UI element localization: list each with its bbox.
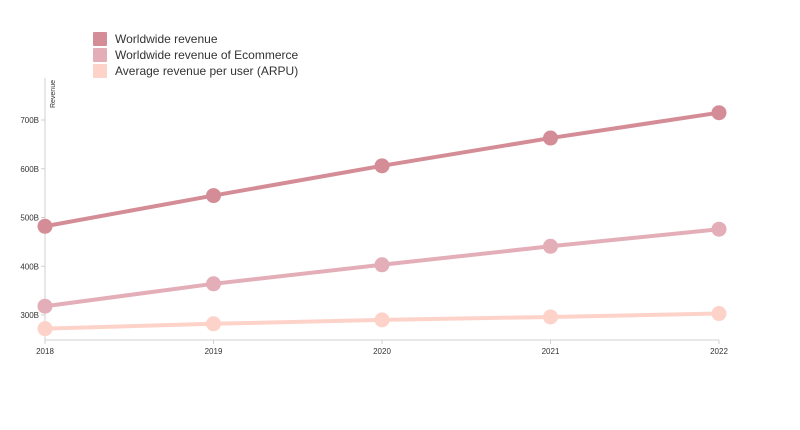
series-point-2	[711, 306, 727, 322]
series-point-1	[374, 257, 390, 273]
legend-item-worldwide-revenue: Worldwide revenue	[93, 31, 298, 47]
x-tick-label: 2018	[36, 347, 54, 356]
legend-label: Worldwide revenue of Ecommerce	[115, 48, 299, 62]
series-point-0	[711, 105, 727, 121]
y-tick-label: 500B	[20, 214, 39, 223]
series-point-0	[206, 188, 221, 204]
x-tick-label: 2021	[542, 347, 560, 356]
y-tick-label: 300B	[20, 311, 39, 320]
legend: Worldwide revenue Worldwide revenue of E…	[93, 31, 298, 79]
series-point-1	[543, 238, 558, 254]
x-tick-label: 2022	[710, 347, 728, 356]
legend-item-ecommerce-revenue: Worldwide revenue of Ecommerce	[93, 47, 298, 63]
series-point-1	[711, 221, 727, 237]
legend-label: Worldwide revenue	[115, 32, 218, 46]
legend-label: Average revenue per user (ARPU)	[115, 64, 299, 78]
series-point-2	[37, 321, 53, 337]
y-tick-label: 400B	[20, 262, 39, 271]
x-tick-label: 2020	[373, 347, 391, 356]
series-point-2	[206, 316, 221, 332]
series-point-0	[374, 158, 390, 174]
y-tick-label: 600B	[20, 165, 39, 174]
legend-swatch	[93, 48, 107, 62]
series-point-2	[543, 309, 558, 325]
legend-item-arpu: Average revenue per user (ARPU)	[93, 63, 298, 79]
legend-swatch	[93, 64, 107, 78]
y-axis-label: Revenue	[50, 80, 57, 108]
series-point-0	[543, 130, 558, 146]
legend-swatch	[93, 32, 107, 46]
series-point-1	[37, 298, 53, 314]
series-point-2	[374, 312, 390, 328]
x-tick-label: 2019	[205, 347, 223, 356]
y-tick-label: 700B	[20, 116, 39, 125]
series-point-1	[206, 276, 221, 292]
series-point-0	[37, 218, 53, 234]
